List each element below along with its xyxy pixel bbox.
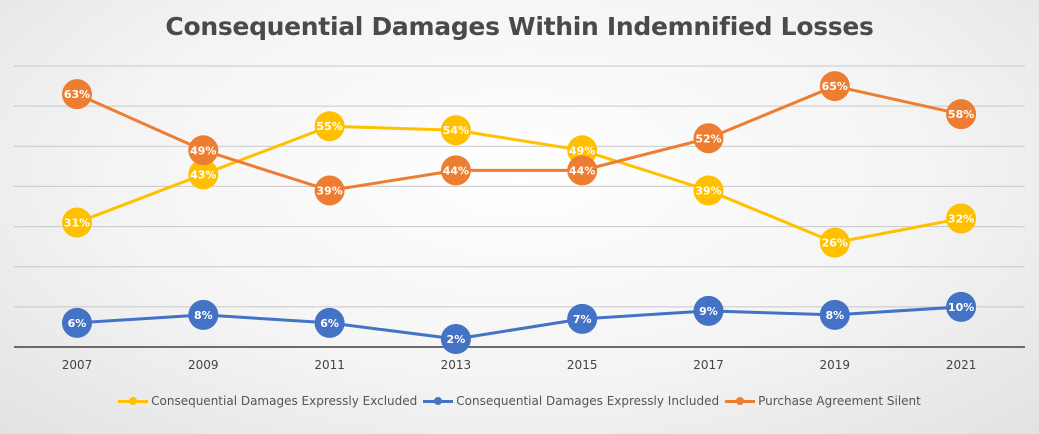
series-line bbox=[76, 84, 962, 192]
data-point bbox=[314, 175, 345, 206]
legend-swatch bbox=[725, 396, 756, 406]
series: 6% 8% 6% 2% 7% 9% 8% 10% bbox=[62, 291, 977, 354]
series-layer: 31% 43% 55% 54% 49% 39% 26% 32% 6% 8% 6% 2% 7% 9% 8% 10… bbox=[62, 71, 977, 354]
data-point bbox=[62, 307, 92, 338]
data-label: 26% bbox=[822, 237, 848, 250]
x-tick-label: 2009 bbox=[188, 358, 219, 372]
data-label: 6% bbox=[68, 317, 87, 330]
data-label: 2% bbox=[447, 333, 466, 346]
gridlines bbox=[14, 65, 1025, 308]
data-point bbox=[440, 115, 471, 146]
data-label: 44% bbox=[443, 164, 469, 177]
data-point bbox=[188, 135, 219, 166]
data-point bbox=[567, 303, 598, 334]
data-point bbox=[946, 99, 977, 130]
legend-item: Consequential Damages Expressly Included bbox=[423, 394, 719, 408]
data-label: 55% bbox=[316, 120, 342, 133]
data-point bbox=[188, 159, 219, 190]
data-point bbox=[314, 307, 345, 338]
legend-label: Consequential Damages Expressly Included bbox=[456, 394, 720, 408]
x-tick-label: 2017 bbox=[693, 358, 724, 372]
data-label: 63% bbox=[64, 88, 90, 101]
data-label: 39% bbox=[316, 184, 342, 197]
x-tick-label: 2015 bbox=[567, 358, 598, 372]
data-point bbox=[819, 227, 850, 258]
x-tick-label: 2013 bbox=[441, 358, 472, 372]
data-label: 52% bbox=[695, 132, 721, 145]
data-label: 32% bbox=[948, 213, 974, 226]
legend-item: Purchase Agreement Silent bbox=[725, 394, 921, 408]
data-point bbox=[693, 295, 724, 326]
x-tick-label: 2019 bbox=[820, 358, 851, 372]
series-line bbox=[76, 124, 962, 245]
series: 63% 49% 39% 44% 44% 52% 65% 58% bbox=[62, 71, 977, 206]
data-label: 8% bbox=[194, 309, 213, 322]
data-label: 8% bbox=[825, 309, 844, 322]
data-label: 9% bbox=[699, 305, 718, 318]
data-point bbox=[567, 155, 598, 186]
legend: Consequential Damages Expressly Excluded… bbox=[0, 394, 1039, 408]
data-point bbox=[946, 203, 977, 234]
data-point bbox=[188, 299, 219, 330]
legend-swatch bbox=[423, 396, 454, 406]
data-point bbox=[440, 323, 471, 354]
data-label: 6% bbox=[320, 317, 339, 330]
x-tick-label: 2011 bbox=[314, 358, 345, 372]
data-label: 65% bbox=[822, 80, 848, 93]
x-tick-label: 2007 bbox=[62, 358, 93, 372]
data-label: 44% bbox=[569, 164, 595, 177]
data-point bbox=[440, 155, 471, 186]
data-point bbox=[62, 79, 92, 110]
x-axis: 2007 2009 2011 2013 2015 2017 2019 2021 bbox=[14, 346, 1025, 372]
data-label: 49% bbox=[190, 144, 216, 157]
data-label: 58% bbox=[948, 108, 974, 121]
data-label: 10% bbox=[948, 301, 974, 314]
legend-label: Consequential Damages Expressly Excluded bbox=[151, 394, 418, 408]
legend-item: Consequential Damages Expressly Excluded bbox=[118, 394, 417, 408]
x-tick-label: 2021 bbox=[946, 358, 977, 372]
data-point bbox=[314, 111, 345, 142]
data-point bbox=[693, 175, 724, 206]
series: 31% 43% 55% 54% 49% 39% 26% 32% bbox=[62, 111, 977, 258]
data-label: 31% bbox=[64, 217, 90, 230]
legend-swatch bbox=[118, 396, 149, 406]
data-label: 54% bbox=[443, 124, 469, 137]
data-label: 7% bbox=[573, 313, 592, 326]
data-point bbox=[693, 123, 724, 154]
chart-title: Consequential Damages Within Indemnified… bbox=[165, 12, 874, 41]
data-label: 39% bbox=[695, 184, 721, 197]
data-point bbox=[946, 291, 977, 322]
legend-label: Purchase Agreement Silent bbox=[758, 394, 921, 408]
data-label: 49% bbox=[569, 144, 595, 157]
data-label: 43% bbox=[190, 168, 216, 181]
series-line bbox=[76, 305, 962, 341]
data-point bbox=[819, 299, 850, 330]
data-point bbox=[62, 207, 92, 238]
data-point bbox=[819, 71, 850, 102]
